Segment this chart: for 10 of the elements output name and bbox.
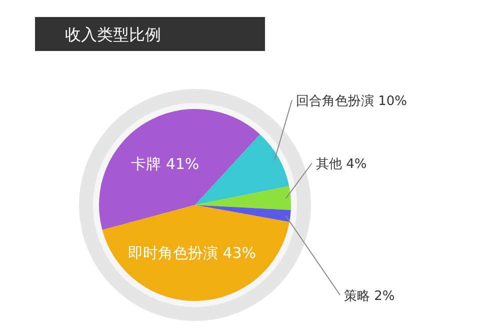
slice-label: 即时角色扮演 43%	[128, 244, 256, 262]
slice-label: 回合角色扮演 10%	[296, 94, 408, 109]
pie-slice	[102, 205, 290, 301]
slice-label: 策略 2%	[344, 289, 395, 304]
chart-title: 收入类型比例	[65, 25, 161, 44]
pie-slice	[99, 109, 260, 230]
pie-slice	[195, 186, 291, 210]
pie-slice	[195, 205, 291, 222]
slice-label: 卡牌 41%	[131, 154, 200, 173]
slice-label: 其他 4%	[316, 157, 367, 172]
